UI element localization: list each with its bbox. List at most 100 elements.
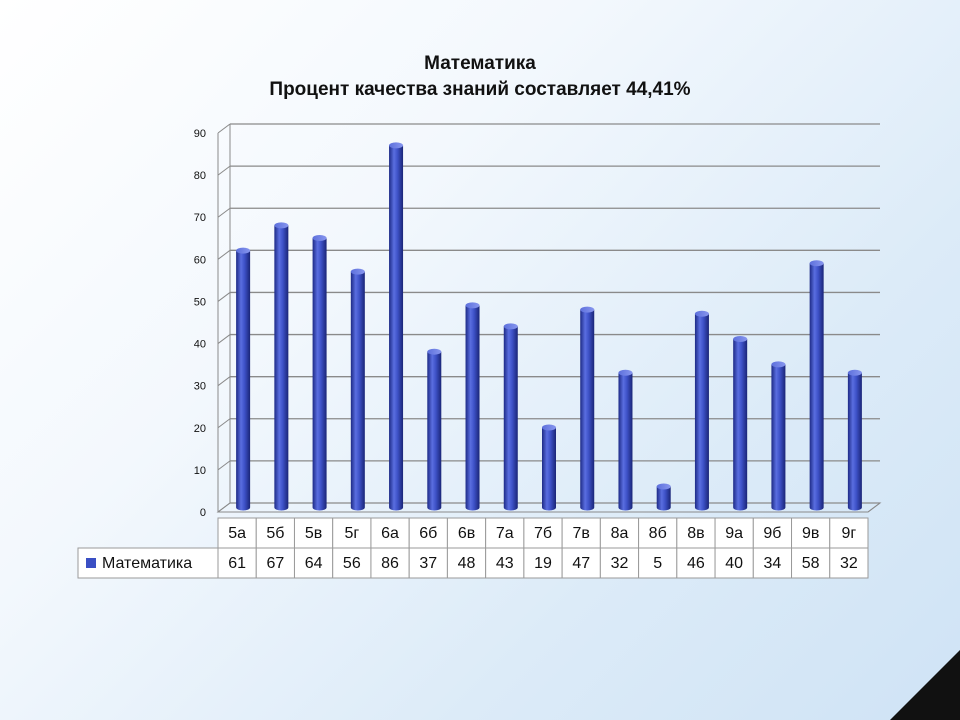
bar-body — [771, 364, 786, 511]
bar-body — [542, 427, 556, 511]
bar-cap — [350, 268, 365, 275]
bar-cap — [465, 302, 480, 309]
table-value-cell — [561, 547, 601, 579]
bar-body — [503, 326, 518, 511]
bar-body — [465, 305, 480, 511]
x-category-label: 9а — [725, 525, 743, 542]
y-tick-label: 20 — [194, 423, 206, 435]
data-value-label: 40 — [725, 555, 743, 572]
bar-body — [350, 271, 365, 511]
bar-cap — [503, 323, 518, 330]
data-value-label: 46 — [687, 555, 705, 572]
bar-cap — [236, 247, 251, 254]
gridline-side — [217, 207, 231, 218]
bar-body — [733, 339, 748, 511]
x-category-label: 9г — [842, 525, 857, 542]
table-header-cell — [523, 517, 563, 549]
bar-body — [618, 372, 633, 511]
gridline-side — [217, 376, 231, 387]
data-value-label: 32 — [611, 555, 629, 572]
legend-swatch — [86, 558, 96, 568]
x-category-label: 8а — [611, 525, 629, 542]
table-value-cell — [255, 547, 295, 579]
bar-body — [694, 313, 709, 511]
x-category-label: 5а — [228, 525, 246, 542]
x-category-label: 8б — [649, 525, 667, 542]
x-category-label: 9в — [802, 525, 819, 542]
x-category-label: 5в — [305, 525, 322, 542]
data-value-label: 43 — [496, 555, 514, 572]
gridline-side — [217, 249, 231, 260]
data-value-label: 61 — [228, 555, 246, 572]
table-value-cell — [829, 547, 869, 579]
table-value-cell — [408, 547, 448, 579]
bar-cap — [809, 260, 824, 267]
gridline-side — [217, 460, 231, 471]
chart-subtitle: Процент качества знаний составляет 44,41… — [269, 79, 691, 100]
data-value-label: 64 — [305, 555, 323, 572]
bar-cap — [427, 348, 442, 355]
bar-8б — [656, 483, 671, 511]
data-value-label: 19 — [534, 555, 552, 572]
y-tick-label: 90 — [194, 128, 206, 140]
bar-cap — [733, 336, 748, 343]
bar-body — [809, 263, 824, 511]
x-category-label: 6а — [381, 525, 399, 542]
chart-title: Математика — [424, 53, 536, 74]
bar-6а — [389, 142, 404, 511]
data-value-label: 37 — [419, 555, 437, 572]
gridline-side — [217, 334, 231, 344]
bar-cap — [656, 483, 671, 490]
bar-cap — [389, 142, 404, 149]
x-category-label: 8в — [687, 525, 704, 542]
gridline-side — [217, 292, 231, 302]
bar-cap — [274, 222, 289, 229]
table-value-cell — [332, 547, 372, 579]
bar-cap — [542, 424, 556, 431]
bar-5г — [350, 268, 365, 511]
bar-7в — [580, 306, 595, 511]
data-value-label: 86 — [381, 555, 399, 572]
bar-body — [274, 225, 289, 511]
x-category-label: 7а — [496, 525, 514, 542]
bar-8в — [694, 310, 709, 511]
legend-label: Математика — [102, 555, 192, 572]
y-tick-label: 60 — [194, 254, 206, 266]
table-value-cell — [676, 547, 716, 579]
bar-9а — [733, 336, 748, 511]
data-value-label: 34 — [764, 555, 782, 572]
x-category-label: 5б — [266, 525, 284, 542]
bar-cap — [694, 310, 709, 317]
table-value-cell — [217, 547, 257, 579]
y-tick-label: 40 — [194, 339, 206, 351]
data-value-label: 67 — [266, 555, 284, 572]
bar-body — [656, 486, 671, 511]
bar-9г — [847, 369, 862, 511]
table-header-cell — [446, 517, 487, 549]
data-value-label: 47 — [572, 555, 590, 572]
bar-6в — [465, 302, 480, 511]
data-value-label: 32 — [840, 555, 858, 572]
x-category-label: 6в — [458, 525, 475, 542]
bar-cap — [847, 369, 862, 376]
bar-9б — [771, 361, 786, 511]
bar-cap — [771, 361, 786, 368]
gridline-side — [217, 418, 231, 429]
page-corner-curl — [890, 650, 960, 720]
bar-body — [580, 309, 595, 511]
bar-9в — [809, 260, 824, 511]
table-header-cell — [561, 517, 601, 549]
table-value-cell — [293, 547, 334, 579]
y-tick-label: 30 — [194, 381, 206, 393]
x-category-label: 6б — [419, 525, 437, 542]
bar-body — [389, 145, 404, 511]
bar-body — [312, 237, 327, 511]
data-value-label: 56 — [343, 555, 361, 572]
table-value-cell — [523, 547, 563, 579]
x-category-label: 7в — [573, 525, 590, 542]
x-category-label: 5г — [344, 525, 359, 542]
bar-5б — [274, 222, 289, 511]
bar-cap — [312, 234, 327, 241]
bar-body — [427, 351, 442, 511]
